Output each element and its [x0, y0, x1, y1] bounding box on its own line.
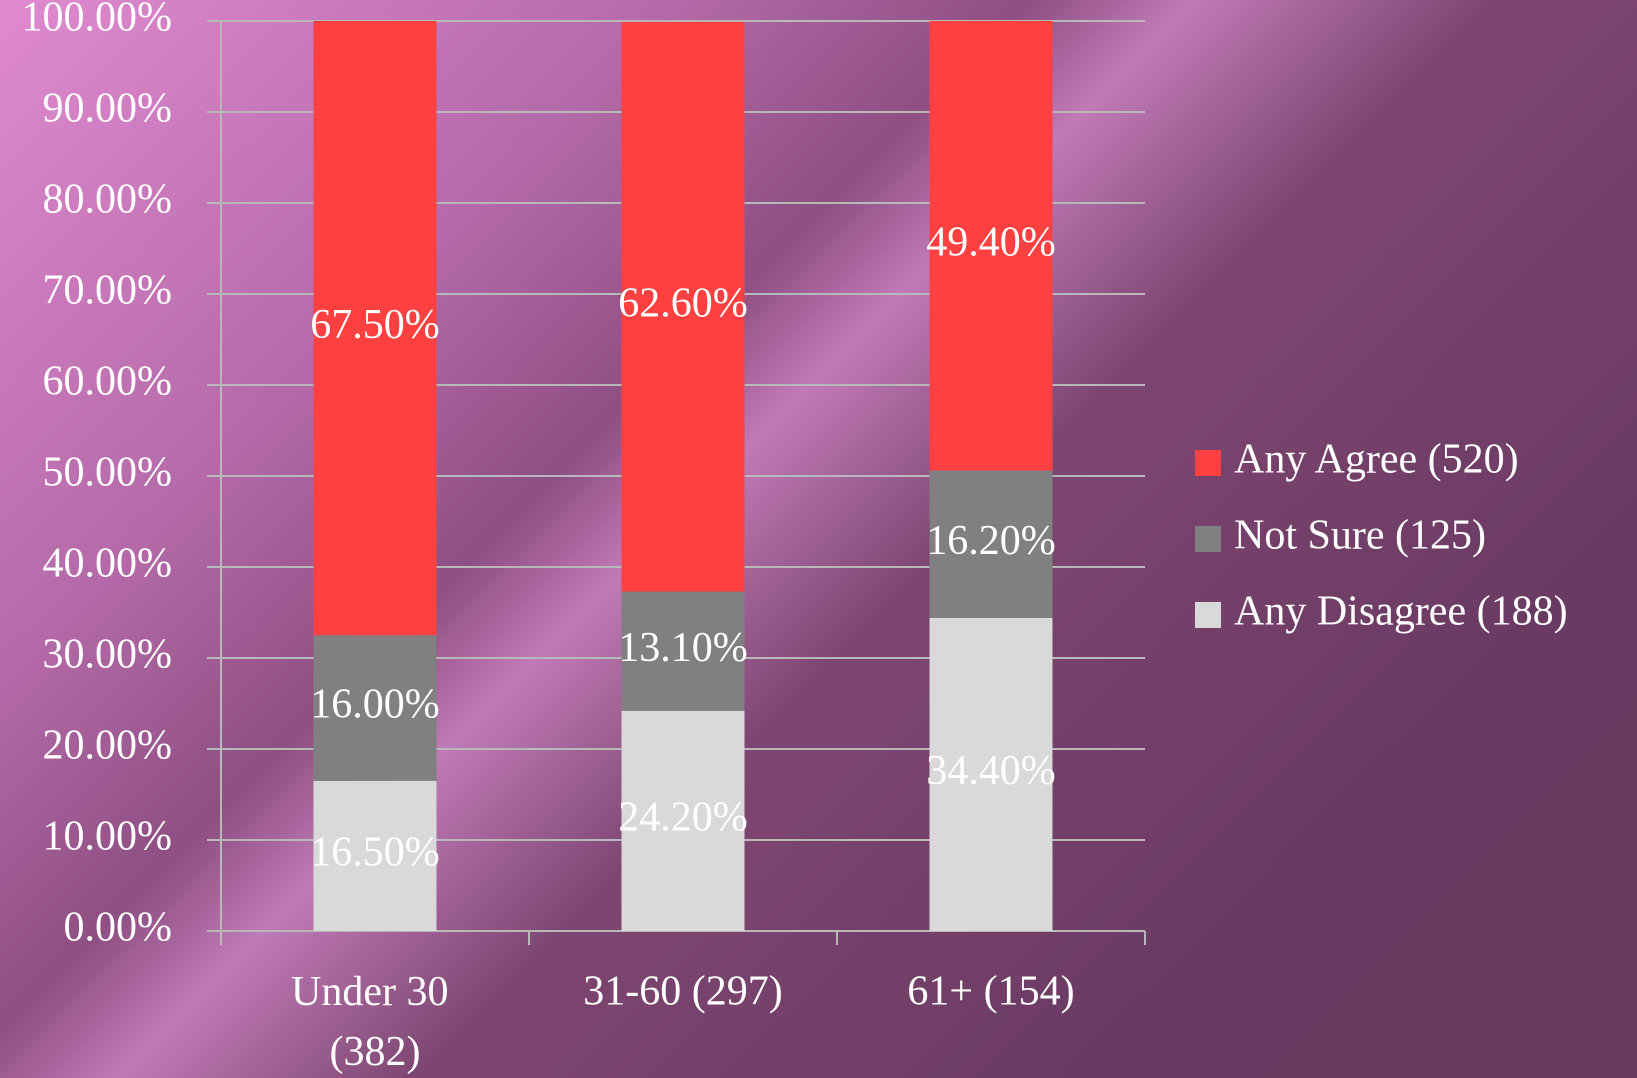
- y-tick-label: 100.00%: [22, 0, 173, 41]
- bar-segment: [621, 21, 745, 592]
- y-tick-label: 0.00%: [64, 905, 173, 951]
- y-tick-label: 20.00%: [43, 723, 173, 769]
- bar-segment: [621, 591, 745, 711]
- y-tick-label: 90.00%: [43, 86, 173, 132]
- legend-swatch: [1195, 450, 1221, 476]
- data-label: 16.50%: [310, 830, 440, 876]
- y-tick-label: 80.00%: [43, 177, 173, 223]
- data-label: 24.20%: [618, 795, 748, 841]
- y-tick-label: 70.00%: [43, 268, 173, 314]
- data-label: 34.40%: [926, 748, 1056, 794]
- bar-segment: [313, 21, 437, 636]
- data-label: 62.60%: [618, 280, 748, 326]
- legend-swatch: [1195, 526, 1221, 552]
- data-label: 67.50%: [310, 302, 440, 348]
- y-tick-label: 60.00%: [43, 359, 173, 405]
- data-label: 16.20%: [926, 518, 1056, 564]
- x-tick-label: 31-60 (297): [583, 969, 782, 1015]
- legend-label: Not Sure (125): [1234, 513, 1486, 559]
- x-tick-label-line: (382): [330, 1029, 421, 1075]
- bar-segment: [929, 21, 1053, 471]
- data-label: 13.10%: [618, 625, 748, 671]
- data-label: 49.40%: [926, 219, 1056, 265]
- bar-segment: [313, 635, 437, 781]
- bar-segment: [313, 780, 437, 931]
- bar-segment: [929, 470, 1053, 618]
- x-tick-label: 61+ (154): [907, 969, 1074, 1015]
- y-tick-label: 40.00%: [43, 541, 173, 587]
- legend-swatch: [1195, 602, 1221, 628]
- legend-label: Any Agree (520): [1234, 437, 1519, 483]
- y-tick-label: 10.00%: [43, 814, 173, 860]
- y-tick-label: 50.00%: [43, 450, 173, 496]
- data-label: 16.00%: [310, 682, 440, 728]
- y-tick-label: 30.00%: [43, 632, 173, 678]
- x-tick-label: Under 30 (382): [291, 969, 459, 1075]
- x-tick-label-line: Under 30: [291, 969, 459, 1015]
- bar-segment: [621, 710, 745, 931]
- bar-segment: [929, 617, 1053, 931]
- legend-label: Any Disagree (188): [1234, 589, 1568, 635]
